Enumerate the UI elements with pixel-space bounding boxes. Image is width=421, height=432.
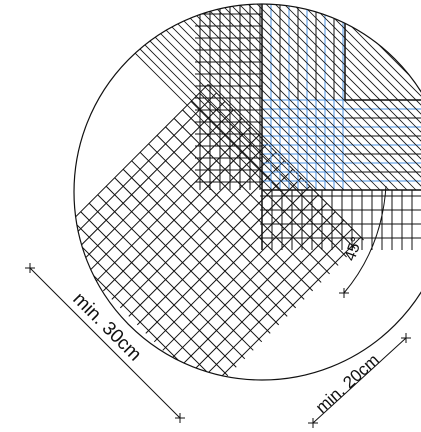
mesh-line [114, 177, 271, 334]
mesh-line-diag [333, 4, 421, 191]
mesh-line-diag [261, 4, 421, 191]
mesh-line [156, 134, 314, 292]
mesh-line-diag [225, 4, 417, 191]
mesh-line [119, 151, 277, 309]
mesh-line [105, 185, 263, 343]
upper-left-mesh-grid [195, 4, 262, 190]
dimension-label-30cm: min. 30cm [68, 289, 145, 366]
mesh-line [88, 202, 246, 360]
dimension-20cm [308, 333, 411, 428]
mesh-line [111, 143, 268, 300]
mesh-line-diag [252, 4, 421, 191]
mesh-line [128, 160, 285, 317]
mesh-line [187, 219, 345, 377]
mesh-line-diag [315, 4, 421, 191]
mesh-line [80, 211, 237, 368]
mesh-line-diag [171, 4, 363, 191]
mesh-line [139, 151, 297, 309]
mesh-line-diag [288, 4, 421, 191]
dimension-label-20cm: min. 20cm [312, 350, 383, 417]
mesh-line [136, 168, 294, 326]
mesh-line [204, 236, 362, 380]
mesh-line-diag [198, 4, 390, 191]
mesh-line [148, 143, 305, 300]
mesh-line [165, 126, 322, 283]
lower-right-mesh-grid [260, 4, 421, 250]
mesh-line-diag [297, 4, 421, 191]
mesh-line-diag [216, 4, 408, 191]
mesh-line [97, 194, 254, 351]
mesh-line-diag [180, 4, 372, 191]
mesh-line-diag [405, 4, 421, 191]
mesh-line [74, 101, 226, 258]
mesh-line [196, 228, 353, 380]
detail-circle [73, 3, 421, 381]
mesh-line [74, 92, 217, 249]
rotated-mesh-grid [74, 84, 364, 380]
mesh-line [94, 126, 251, 283]
mesh-line [170, 202, 328, 360]
mesh-line-diag [153, 4, 345, 191]
mesh-line-diag [90, 4, 282, 191]
mesh-line [199, 92, 356, 249]
mesh-line-diag [279, 4, 421, 191]
mesh-line [145, 177, 302, 334]
mesh-line [74, 228, 220, 380]
mesh-line [74, 219, 229, 377]
mesh-line [122, 168, 280, 326]
mesh-line [86, 118, 243, 275]
mesh-line-diag [207, 4, 399, 191]
mesh-line-diag [162, 4, 354, 191]
mesh-line [77, 109, 234, 266]
mesh-line-diag [189, 4, 381, 191]
angle-arc [339, 185, 387, 298]
mesh-line-diag [396, 4, 421, 191]
dimension-30cm [25, 263, 185, 423]
mesh-line [74, 84, 209, 241]
mesh-line-diag [144, 4, 336, 191]
mesh-line-diag [324, 4, 421, 191]
mesh-line [190, 101, 347, 258]
mesh-line-diag [306, 4, 421, 191]
mesh-line-diag [234, 4, 421, 191]
mesh-line [153, 185, 311, 343]
mesh-line-diag [270, 4, 421, 191]
mesh-line-diag [243, 4, 421, 191]
mesh-line [102, 134, 260, 292]
mesh-line-diag [135, 4, 327, 191]
mesh-line-diag [369, 4, 421, 191]
mesh-line-diag [81, 4, 273, 191]
mesh-line [131, 160, 288, 317]
